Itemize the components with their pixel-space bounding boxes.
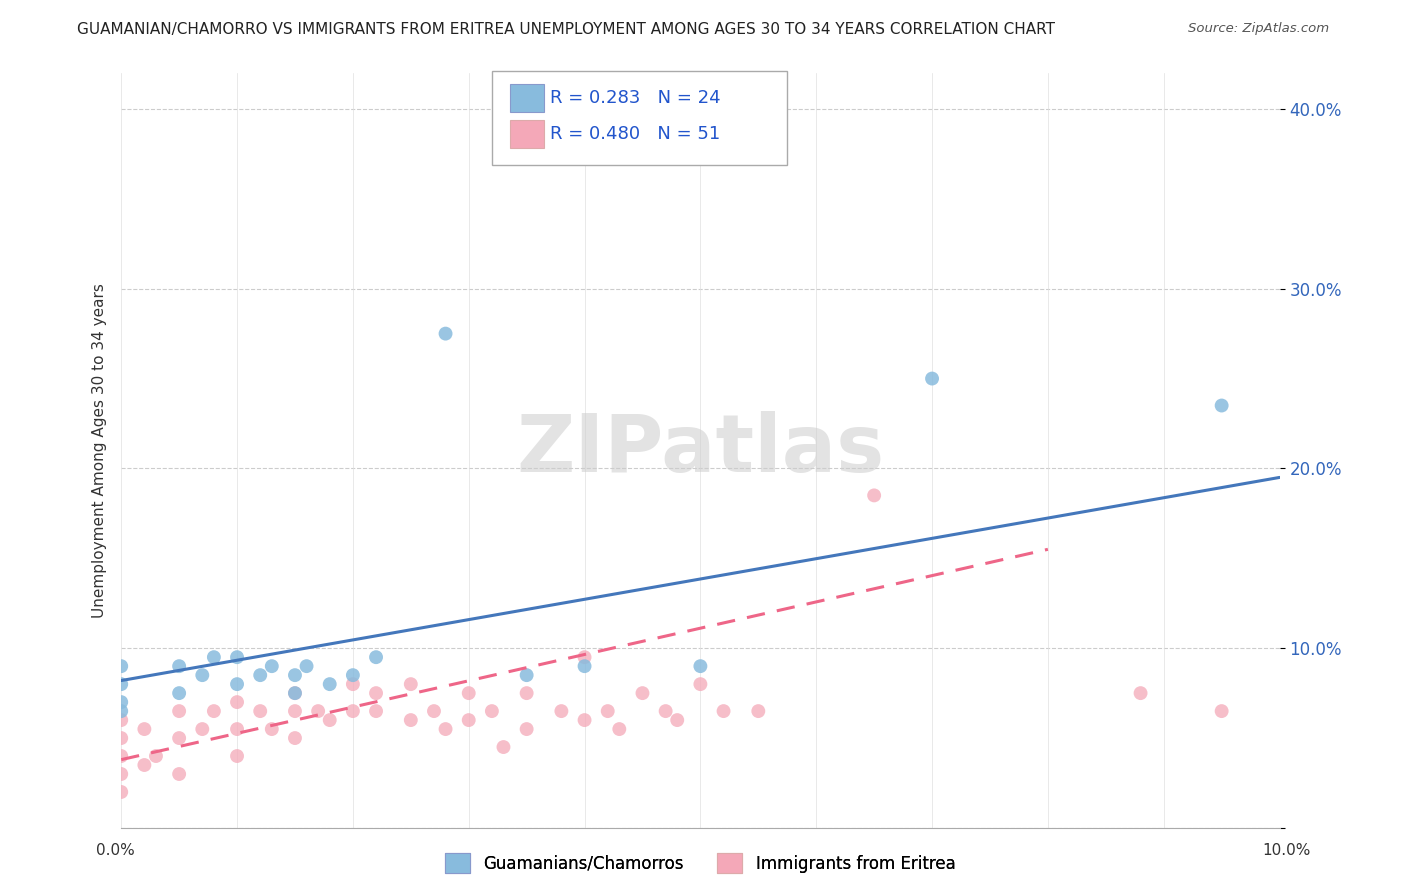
Point xyxy=(689,659,711,673)
Point xyxy=(574,659,596,673)
Point xyxy=(1129,686,1152,700)
Y-axis label: Unemployment Among Ages 30 to 34 years: Unemployment Among Ages 30 to 34 years xyxy=(93,283,107,618)
Point xyxy=(284,668,307,682)
Point xyxy=(342,668,364,682)
Point xyxy=(167,704,190,718)
Point xyxy=(457,713,479,727)
Point xyxy=(607,722,630,736)
Point xyxy=(110,677,132,691)
Point xyxy=(574,713,596,727)
Point xyxy=(191,668,214,682)
Point xyxy=(434,722,457,736)
Point xyxy=(284,731,307,745)
Point xyxy=(134,722,156,736)
Point xyxy=(226,749,249,764)
Text: ZIPatlas: ZIPatlas xyxy=(516,411,884,490)
Point xyxy=(364,686,387,700)
Point xyxy=(167,767,190,781)
Point xyxy=(434,326,457,341)
Point xyxy=(110,785,132,799)
Point xyxy=(110,704,132,718)
Point xyxy=(202,650,225,665)
Legend: Guamanians/Chamorros, Immigrants from Eritrea: Guamanians/Chamorros, Immigrants from Er… xyxy=(439,847,962,880)
Point xyxy=(226,677,249,691)
Point xyxy=(364,650,387,665)
Point xyxy=(134,758,156,772)
Point xyxy=(110,695,132,709)
Point xyxy=(110,731,132,745)
Point xyxy=(110,713,132,727)
Point xyxy=(481,704,503,718)
Point xyxy=(249,668,271,682)
Point xyxy=(226,695,249,709)
Point xyxy=(249,704,271,718)
Point xyxy=(284,704,307,718)
Point xyxy=(319,713,342,727)
Point xyxy=(342,704,364,718)
Point xyxy=(226,650,249,665)
Point xyxy=(666,713,689,727)
Point xyxy=(399,677,422,691)
Point xyxy=(260,722,283,736)
Point xyxy=(110,749,132,764)
Point xyxy=(516,722,538,736)
Point xyxy=(516,686,538,700)
Point xyxy=(596,704,619,718)
Point xyxy=(202,704,225,718)
Text: 10.0%: 10.0% xyxy=(1263,843,1310,857)
Point xyxy=(631,686,654,700)
Point xyxy=(1211,704,1233,718)
Point xyxy=(110,659,132,673)
Text: R = 0.283   N = 24: R = 0.283 N = 24 xyxy=(550,89,720,107)
Point xyxy=(284,686,307,700)
Text: GUAMANIAN/CHAMORRO VS IMMIGRANTS FROM ERITREA UNEMPLOYMENT AMONG AGES 30 TO 34 Y: GUAMANIAN/CHAMORRO VS IMMIGRANTS FROM ER… xyxy=(77,22,1056,37)
Point xyxy=(399,713,422,727)
Point xyxy=(167,659,190,673)
Text: R = 0.480   N = 51: R = 0.480 N = 51 xyxy=(550,125,720,143)
Point xyxy=(295,659,318,673)
Point xyxy=(689,677,711,691)
Point xyxy=(191,722,214,736)
Point xyxy=(307,704,329,718)
Point xyxy=(492,740,515,755)
Point xyxy=(574,650,596,665)
Point xyxy=(516,668,538,682)
Point xyxy=(226,722,249,736)
Point xyxy=(260,659,283,673)
Point xyxy=(1211,399,1233,413)
Point xyxy=(319,677,342,691)
Text: 0.0%: 0.0% xyxy=(96,843,135,857)
Point xyxy=(713,704,735,718)
Point xyxy=(167,686,190,700)
Point xyxy=(342,677,364,691)
Point xyxy=(457,686,479,700)
Point xyxy=(550,704,572,718)
Point xyxy=(167,731,190,745)
Point xyxy=(110,767,132,781)
Point xyxy=(747,704,769,718)
Point xyxy=(284,686,307,700)
Point xyxy=(863,488,886,502)
Point xyxy=(921,371,943,385)
Text: Source: ZipAtlas.com: Source: ZipAtlas.com xyxy=(1188,22,1329,36)
Point xyxy=(364,704,387,718)
Point xyxy=(145,749,167,764)
Point xyxy=(654,704,676,718)
Point xyxy=(423,704,446,718)
